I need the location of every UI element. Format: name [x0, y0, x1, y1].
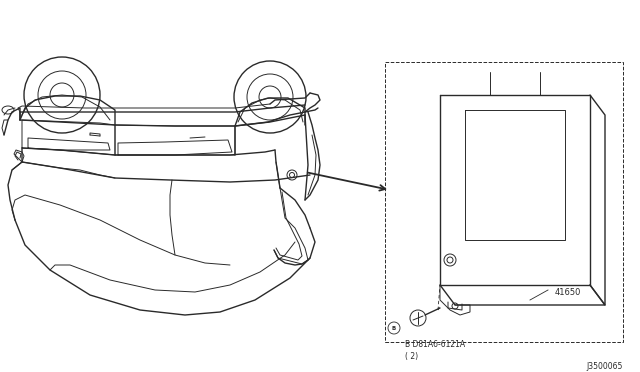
Text: 41650: 41650: [555, 288, 581, 297]
Text: B: B: [392, 326, 396, 330]
Text: B D81A6-6121A
( 2): B D81A6-6121A ( 2): [405, 340, 465, 361]
Text: J3500065: J3500065: [587, 362, 623, 371]
Bar: [385, 62, 623, 342]
